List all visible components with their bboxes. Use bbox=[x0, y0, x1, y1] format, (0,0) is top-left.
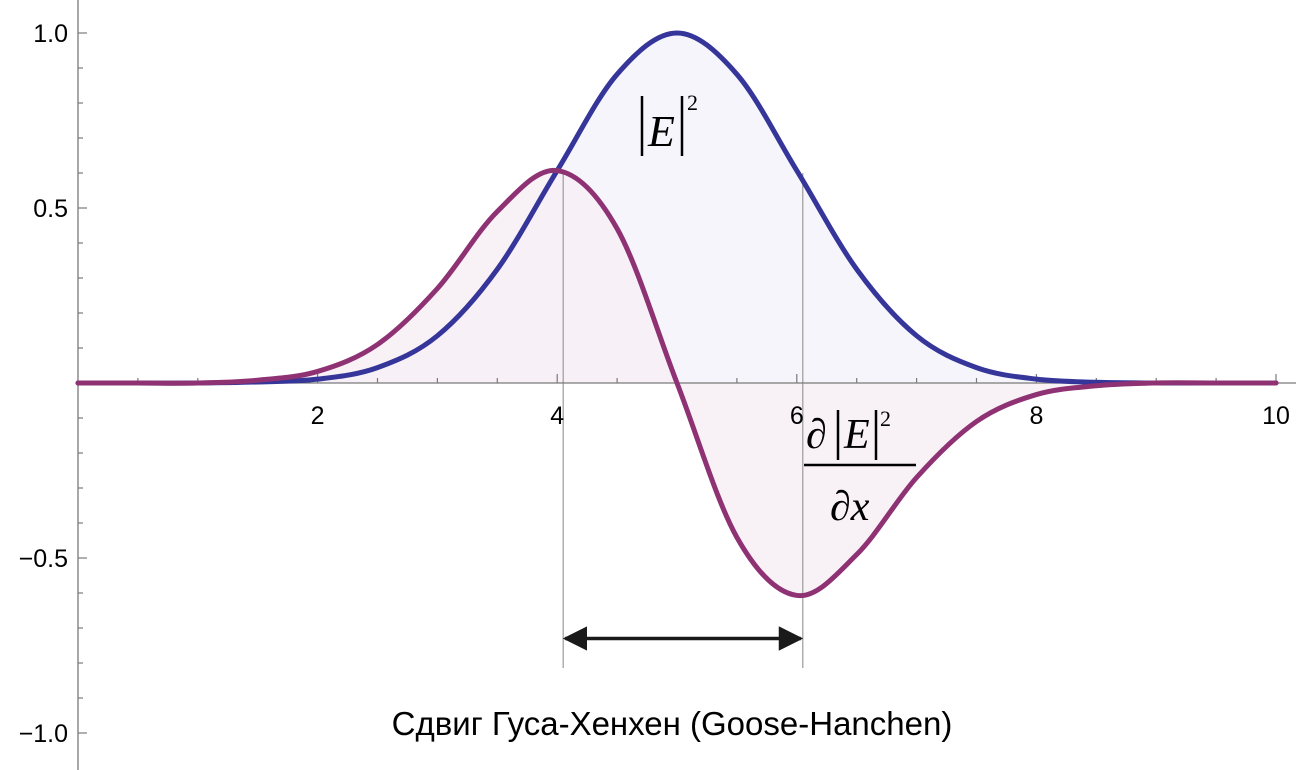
curve-label-derivative-partial: ∂ bbox=[806, 412, 827, 458]
curve-label-derivative-exponent: 2 bbox=[880, 406, 891, 431]
y-tick-label-2: −0.5 bbox=[19, 545, 68, 573]
curve-label-derivative: ∂ E 2 ∂x bbox=[804, 406, 916, 530]
x-tick-label-8: 8 bbox=[1029, 402, 1043, 430]
x-tick-label-4: 4 bbox=[550, 402, 564, 430]
series-fill-intensity bbox=[78, 33, 1276, 384]
curve-label-intensity: E 2 bbox=[640, 90, 698, 156]
reference-lines bbox=[562, 173, 804, 668]
curve-label-intensity-exponent: 2 bbox=[687, 90, 698, 115]
curve-label-derivative-denominator: ∂x bbox=[830, 484, 870, 530]
x-tick-label-2: 2 bbox=[311, 402, 325, 430]
shift-caption: Сдвиг Гуса-Хенхен (Goose-Hanchen) bbox=[392, 705, 953, 742]
y-tick-label-1: 0.5 bbox=[33, 195, 68, 223]
x-tick-label-6: 6 bbox=[790, 402, 804, 430]
y-tick-label-0: 1.0 bbox=[33, 20, 68, 48]
series-line-intensity bbox=[75, 30, 1279, 386]
curve-label-derivative-base: E bbox=[843, 412, 870, 458]
x-tick-label-10: 10 bbox=[1262, 402, 1290, 430]
curves bbox=[75, 30, 1279, 598]
y-tick-label-3: −1.0 bbox=[19, 720, 68, 748]
area-fills bbox=[78, 33, 1276, 596]
series-line-derivative bbox=[75, 168, 1279, 598]
curve-label-intensity-base: E bbox=[647, 107, 675, 156]
